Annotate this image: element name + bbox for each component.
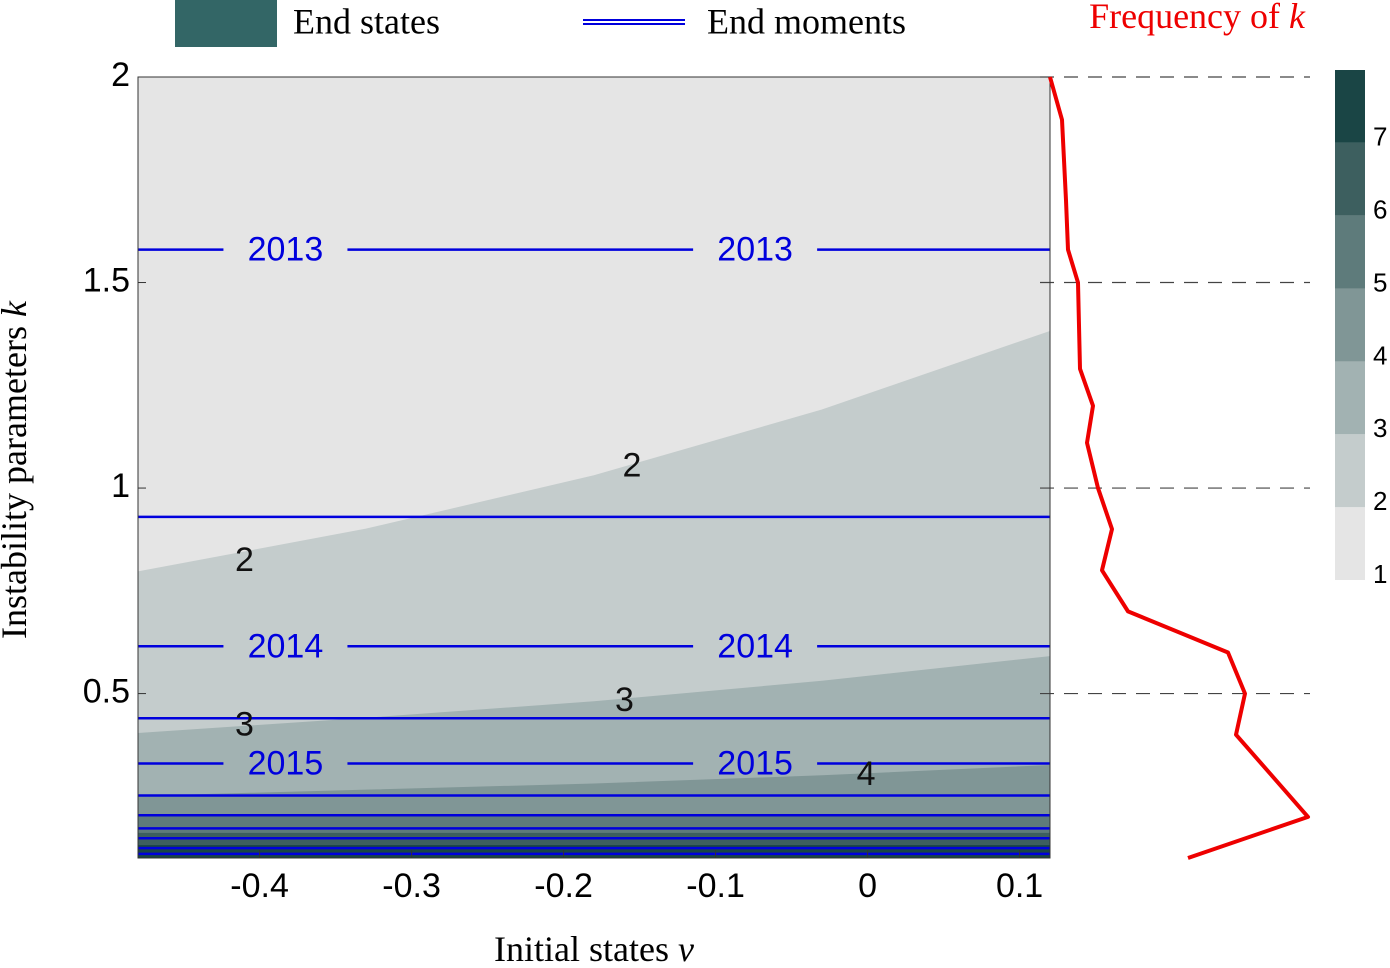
colorbar-tick-label: 6 (1373, 195, 1387, 225)
contour-region (138, 77, 1050, 572)
colorbar-tick-label: 7 (1373, 122, 1387, 152)
contour-region (138, 656, 1050, 797)
moment-label: 2015 (248, 744, 324, 782)
frequency-title-text: Frequency of (1089, 0, 1280, 36)
moment-label: 2015 (717, 744, 793, 782)
legend-label: End states (293, 1, 440, 41)
x-tick-label: -0.1 (686, 867, 745, 905)
contour-label: 4 (857, 755, 876, 793)
legend-swatch-states (175, 0, 277, 47)
x-tick-label: -0.4 (230, 867, 289, 905)
x-axis-title-var: v (678, 929, 694, 968)
contour-boundary (137, 765, 1051, 797)
colorbar-tick-label: 5 (1373, 267, 1387, 297)
moment-label: 2013 (248, 231, 324, 269)
legend-label: End moments (707, 1, 906, 41)
colorbar-band (1335, 507, 1365, 580)
moment-label: 2014 (248, 627, 324, 665)
y-axis-title-text: Instability parameters (0, 326, 34, 639)
colorbar-band (1335, 434, 1365, 508)
x-axis-title: Initial states v (494, 929, 694, 968)
x-tick-label: -0.2 (534, 867, 593, 905)
x-tick-label: 0 (858, 867, 877, 905)
contour-region (138, 816, 1050, 834)
contour-boundary (137, 330, 1051, 573)
moment-label: 2013 (717, 231, 793, 269)
contour-label: 2 (235, 541, 254, 579)
y-tick-label: 1 (111, 467, 130, 505)
frequency-title: Frequency of k (1089, 0, 1306, 36)
frequency-line (1048, 76, 1310, 860)
contour-label: 3 (235, 705, 254, 743)
y-axis-title-var: k (0, 300, 34, 317)
colorbar-tick-label: 1 (1373, 559, 1387, 589)
y-axis-title: Instability parameters k (0, 300, 34, 639)
contour-region (138, 331, 1050, 734)
colorbar-band (1335, 215, 1365, 289)
y-tick-label: 2 (111, 56, 130, 94)
colorbar-tick-label: 4 (1373, 340, 1387, 370)
contour-region (138, 765, 1050, 817)
x-axis-title-text: Initial states (494, 929, 669, 968)
x-tick-label: -0.3 (382, 867, 441, 905)
colorbar-band (1335, 288, 1365, 362)
contour-boundary (137, 656, 1051, 734)
frequency-title-var: k (1289, 0, 1306, 36)
x-tick-label: 0.1 (996, 867, 1043, 905)
y-tick-label: 0.5 (83, 673, 130, 711)
colorbar-band (1335, 142, 1365, 216)
colorbar-band (1335, 361, 1365, 435)
moment-label: 2014 (717, 627, 793, 665)
contour-label: 3 (615, 681, 634, 719)
colorbar-tick-label: 2 (1373, 486, 1387, 516)
contour-label: 2 (623, 446, 642, 484)
colorbar-tick-label: 3 (1373, 413, 1387, 443)
colorbar-band (1335, 70, 1365, 143)
y-tick-label: 1.5 (83, 262, 130, 300)
